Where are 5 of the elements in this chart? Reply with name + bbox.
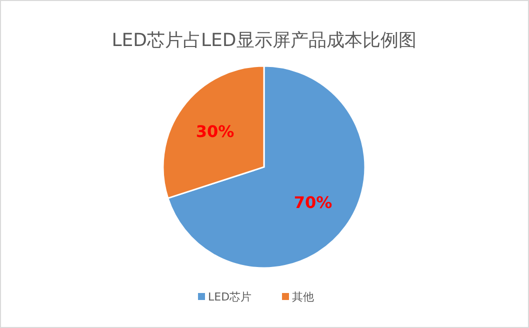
legend-label: LED芯片	[208, 290, 252, 304]
data-label: 70%	[294, 193, 332, 212]
legend-label: 其他	[292, 290, 314, 304]
chart-title: LED芯片占LED显示屏产品成本比例图	[112, 30, 416, 51]
data-label: 30%	[196, 122, 234, 141]
